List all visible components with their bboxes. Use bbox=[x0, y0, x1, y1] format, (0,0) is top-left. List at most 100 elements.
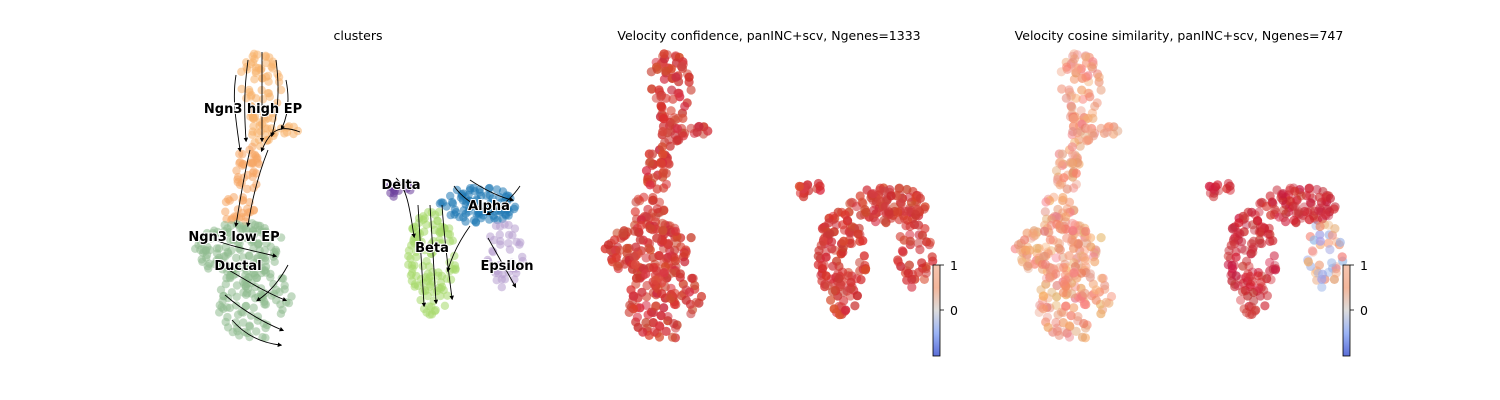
panel1-point bbox=[232, 166, 241, 175]
panel2-point bbox=[677, 62, 687, 72]
panel1-point bbox=[404, 246, 414, 255]
panel1-point bbox=[484, 257, 493, 267]
panel1-point bbox=[486, 198, 495, 207]
panel3-point bbox=[1081, 72, 1091, 82]
panel3-point bbox=[1059, 262, 1069, 273]
panel3-point bbox=[1310, 268, 1320, 278]
panel3-point bbox=[1317, 282, 1327, 292]
panel3-point bbox=[1237, 286, 1248, 297]
panel3-point bbox=[1042, 312, 1052, 322]
panel2-point bbox=[851, 201, 862, 212]
panel2-point bbox=[663, 312, 673, 322]
panel1-point bbox=[471, 202, 480, 211]
panel2-point bbox=[826, 295, 836, 305]
panel2-colorbar: 1 0 bbox=[932, 258, 958, 357]
panel3-point bbox=[1034, 307, 1044, 317]
panel1-title: clusters bbox=[333, 28, 382, 43]
panel1-point bbox=[237, 67, 246, 77]
panel3-point bbox=[1049, 192, 1059, 202]
panel1-point bbox=[219, 291, 228, 301]
streamline bbox=[260, 128, 301, 153]
panel3-point bbox=[1262, 291, 1272, 301]
panel2-point bbox=[651, 301, 661, 311]
panel2-point bbox=[894, 183, 905, 193]
panel3-point bbox=[1100, 280, 1110, 291]
panel3-point bbox=[1073, 239, 1084, 249]
panel3-point bbox=[1020, 235, 1030, 245]
panel2-point bbox=[658, 149, 668, 159]
panel3-point bbox=[1241, 220, 1251, 230]
panel3-point bbox=[1061, 212, 1071, 222]
panel2-point bbox=[814, 246, 824, 256]
panel2-point bbox=[846, 277, 856, 287]
panel3-point bbox=[1308, 247, 1318, 257]
panel3-point bbox=[1303, 207, 1313, 217]
panel3-point bbox=[1236, 295, 1246, 305]
panel1-point bbox=[416, 295, 425, 305]
panel3-point bbox=[1069, 49, 1079, 59]
panel1-point bbox=[516, 238, 525, 247]
panel3-point bbox=[1067, 142, 1077, 152]
panel1-point bbox=[223, 312, 232, 322]
panel2-point bbox=[921, 268, 931, 278]
panel3-point bbox=[1079, 299, 1090, 309]
panel2-point bbox=[618, 228, 628, 238]
panel2-point bbox=[649, 262, 659, 273]
panel3-point bbox=[1064, 251, 1074, 261]
panel2-point bbox=[686, 85, 696, 95]
panel3-point bbox=[1068, 149, 1078, 159]
panel1-point bbox=[205, 246, 215, 255]
panel1-point bbox=[245, 321, 254, 330]
panel1-point bbox=[212, 244, 222, 253]
panel3-point bbox=[1254, 207, 1264, 217]
panel2-point bbox=[641, 300, 651, 310]
panel3-point bbox=[1255, 228, 1265, 238]
panel2-point bbox=[636, 220, 646, 231]
panel3-point bbox=[1072, 50, 1082, 60]
panel3-point bbox=[1064, 332, 1075, 342]
panel2-point bbox=[672, 238, 682, 248]
panel1-point bbox=[419, 304, 429, 314]
panel3-point bbox=[1248, 220, 1258, 230]
panel1-point bbox=[262, 239, 271, 248]
panel3-point bbox=[1285, 185, 1295, 195]
panel3-point bbox=[1228, 224, 1238, 234]
panel1-point bbox=[242, 233, 251, 243]
panel1-point bbox=[225, 303, 235, 313]
panel2-point bbox=[831, 220, 842, 230]
panel1-point bbox=[505, 245, 515, 254]
panel2-point bbox=[680, 101, 690, 111]
panel3-point bbox=[1045, 235, 1055, 245]
panel2-point bbox=[818, 224, 828, 234]
cluster-label: Delta bbox=[381, 178, 420, 193]
panel1-point bbox=[247, 103, 257, 112]
streamline bbox=[469, 179, 515, 202]
panel2-point bbox=[815, 181, 825, 191]
panel3-point bbox=[1071, 326, 1081, 336]
panel1-point bbox=[417, 237, 426, 246]
panel1-point bbox=[249, 49, 259, 58]
panel3-point bbox=[1307, 246, 1317, 256]
panel1-point bbox=[250, 75, 259, 84]
panel1-point bbox=[259, 319, 268, 328]
panel3-point bbox=[1080, 288, 1090, 298]
panel3-point bbox=[1270, 265, 1280, 275]
panel3-point bbox=[1071, 179, 1081, 189]
panel2-point bbox=[649, 173, 659, 183]
panel3-point bbox=[1021, 253, 1031, 263]
panel3-point bbox=[1237, 244, 1247, 254]
panel1-point bbox=[229, 193, 238, 202]
cluster-label: Ductal bbox=[214, 259, 261, 274]
panel1-point bbox=[442, 202, 451, 211]
panel3-point bbox=[1062, 233, 1072, 243]
streamline bbox=[395, 177, 416, 239]
panel3-point bbox=[1055, 157, 1065, 167]
panel1-point bbox=[508, 231, 517, 240]
panel1-point bbox=[429, 243, 438, 252]
panel3-point bbox=[1061, 93, 1071, 103]
panel1-point bbox=[239, 263, 248, 272]
panel2-point bbox=[651, 93, 661, 103]
panel3-point bbox=[1315, 221, 1325, 232]
panel2-colorbar-bar bbox=[932, 264, 941, 357]
panel1-point bbox=[434, 271, 443, 280]
